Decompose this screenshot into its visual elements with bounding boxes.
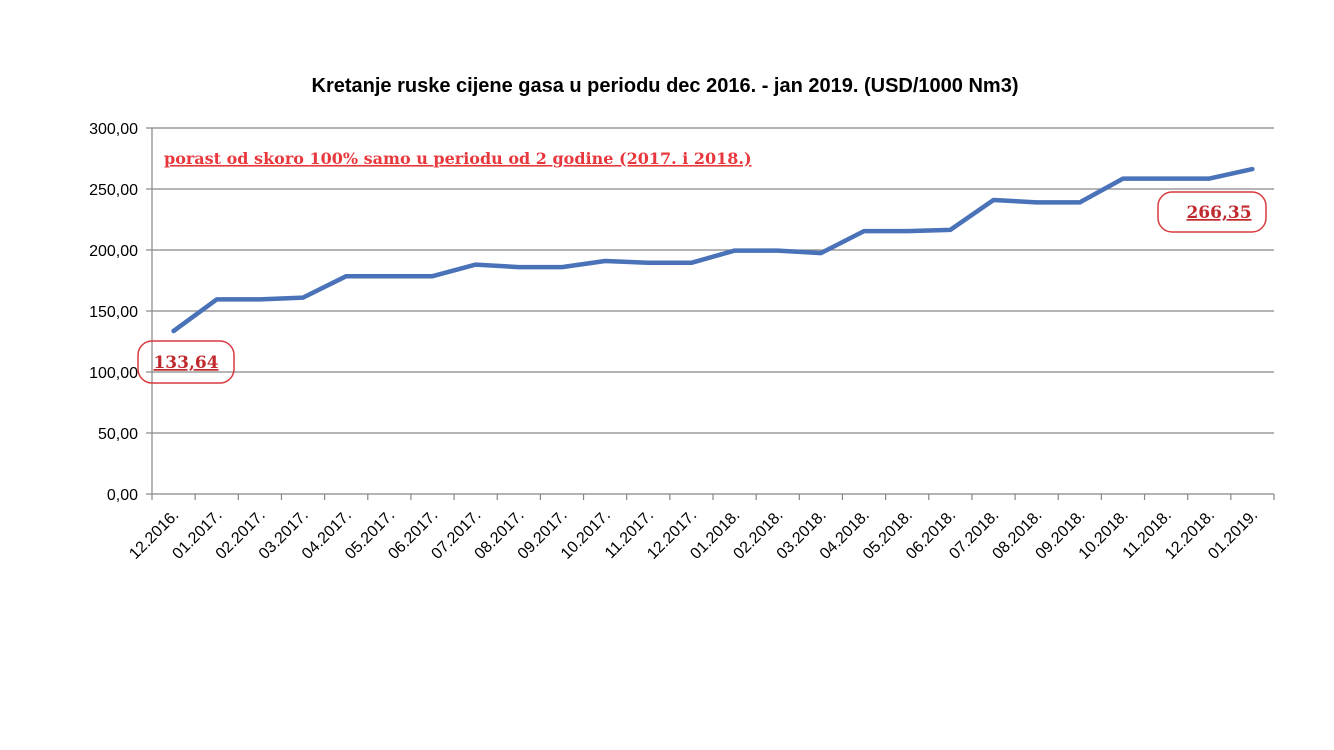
end-value-label: 266,35 [1186, 203, 1251, 223]
data-point [992, 198, 995, 202]
data-point [215, 297, 219, 301]
data-point [517, 265, 521, 269]
end-value-box [1157, 191, 1267, 233]
data-point [387, 274, 391, 278]
y-tick-labels: 0,00 50,00 100,00 150,00 200,00 250,00 300,00 [89, 121, 138, 504]
data-point [1207, 177, 1211, 181]
y-tick-label: 200,00 [89, 243, 138, 260]
y-tick-label: 50,00 [98, 426, 138, 443]
data-point [1164, 177, 1168, 181]
data-point [733, 249, 737, 253]
data-point [301, 296, 305, 300]
annotation-note: porast od skoro 100% samo u periodu od 2… [164, 149, 752, 168]
chart-title: Kretanje ruske cijene gasa u periodu dec… [312, 75, 1019, 97]
y-tick-label: 250,00 [89, 182, 138, 199]
y-tick-label: 150,00 [89, 304, 138, 321]
data-point [905, 229, 909, 233]
data-point [258, 297, 262, 301]
data-point [1078, 200, 1082, 204]
data-point [819, 251, 823, 255]
data-point [603, 259, 607, 263]
data-point [1035, 200, 1039, 204]
data-point [689, 261, 693, 265]
start-value-box [137, 340, 235, 384]
series-line-path [171, 166, 1255, 334]
data-point [560, 265, 564, 269]
data-point [862, 229, 866, 233]
data-point [1121, 177, 1125, 181]
data-point [776, 249, 780, 253]
axes [146, 127, 1275, 500]
start-value-label: 133,64 [153, 353, 218, 373]
data-point [474, 263, 478, 267]
data-point [344, 274, 348, 278]
x-tick-labels: 12.2016.01.2017.02.2017.03.2017.04.2017.… [126, 507, 1261, 563]
y-tick-label: 300,00 [89, 121, 138, 138]
data-point [1250, 167, 1254, 171]
data-point [431, 274, 434, 278]
data-point [948, 228, 952, 232]
series-line [171, 166, 1255, 334]
y-tick-label: 0,00 [107, 487, 138, 504]
data-point [172, 329, 176, 333]
annotations: porast od skoro 100% samo u periodu od 2… [137, 149, 1267, 384]
data-point [646, 261, 650, 265]
y-tick-label: 100,00 [89, 365, 138, 382]
grid-lines [152, 127, 1274, 434]
